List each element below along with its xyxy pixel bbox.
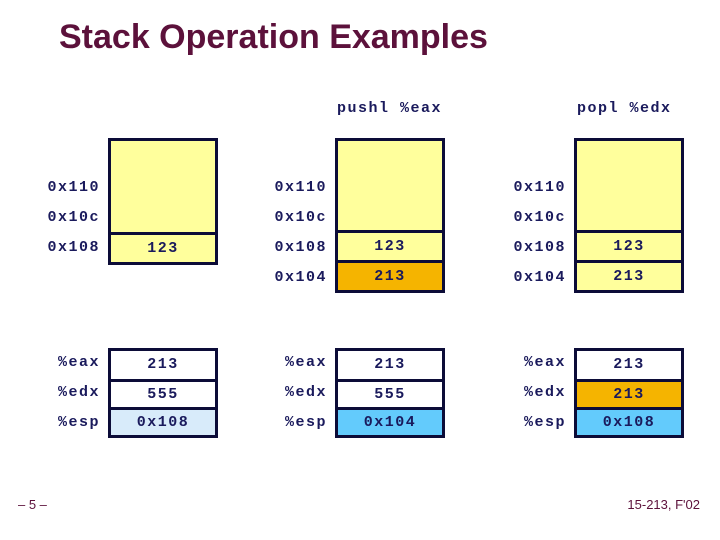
stack-state-after-pop: 0x110 0x10c 0x108 0x104 123 213 %eax %ed…	[486, 0, 686, 540]
register-name-label: %eax	[57, 354, 100, 371]
stack-memory-box: 123 213	[574, 138, 684, 293]
stack-address-label: 0x104	[274, 269, 327, 286]
register-name-label: %edx	[523, 384, 566, 401]
stack-address-label: 0x10c	[513, 209, 566, 226]
slide-title: Stack Operation Examples	[59, 18, 488, 56]
register-value-cell: 213	[111, 351, 215, 379]
register-value-cell: 0x108	[111, 407, 215, 435]
register-name-label: %eax	[523, 354, 566, 371]
register-table: 213 555 0x104	[335, 348, 445, 438]
stack-state-after-push: 0x110 0x10c 0x108 0x104 123 213 %eax %ed…	[247, 0, 447, 540]
register-name-label: %edx	[284, 384, 327, 401]
register-value-cell: 0x108	[577, 407, 681, 435]
stack-memory-box: 123	[108, 138, 218, 265]
stack-memory-box: 123 213	[335, 138, 445, 293]
register-value-cell: 213	[577, 379, 681, 407]
register-value-cell: 555	[338, 379, 442, 407]
stack-address-label: 0x108	[274, 239, 327, 256]
stack-cell: 123	[338, 230, 442, 260]
stack-address-label: 0x110	[47, 179, 100, 196]
register-value-cell: 213	[577, 351, 681, 379]
stack-address-label: 0x10c	[274, 209, 327, 226]
register-value-cell: 213	[338, 351, 442, 379]
register-value-cell: 0x104	[338, 407, 442, 435]
register-name-label: %edx	[57, 384, 100, 401]
register-name-label: %esp	[57, 414, 100, 431]
stack-address-label: 0x104	[513, 269, 566, 286]
register-name-label: %esp	[284, 414, 327, 431]
stack-state-initial: 0x110 0x10c 0x108 123 %eax %edx %esp 213…	[20, 0, 220, 540]
register-value-cell: 555	[111, 379, 215, 407]
footer-page-number: – 5 –	[18, 497, 47, 512]
stack-address-label: 0x110	[513, 179, 566, 196]
stack-address-label: 0x108	[47, 239, 100, 256]
pushl-eax-label: pushl %eax	[337, 100, 443, 117]
register-name-label: %esp	[523, 414, 566, 431]
footer-course-id: 15-213, F'02	[627, 497, 700, 512]
stack-address-label: 0x108	[513, 239, 566, 256]
stack-cell: 213	[577, 260, 681, 290]
stack-cell: 123	[111, 232, 215, 262]
register-name-label: %eax	[284, 354, 327, 371]
stack-address-label: 0x10c	[47, 209, 100, 226]
popl-edx-label: popl %edx	[577, 100, 672, 117]
stack-cell: 213	[338, 260, 442, 290]
register-table: 213 213 0x108	[574, 348, 684, 438]
stack-cell: 123	[577, 230, 681, 260]
register-table: 213 555 0x108	[108, 348, 218, 438]
stack-address-label: 0x110	[274, 179, 327, 196]
